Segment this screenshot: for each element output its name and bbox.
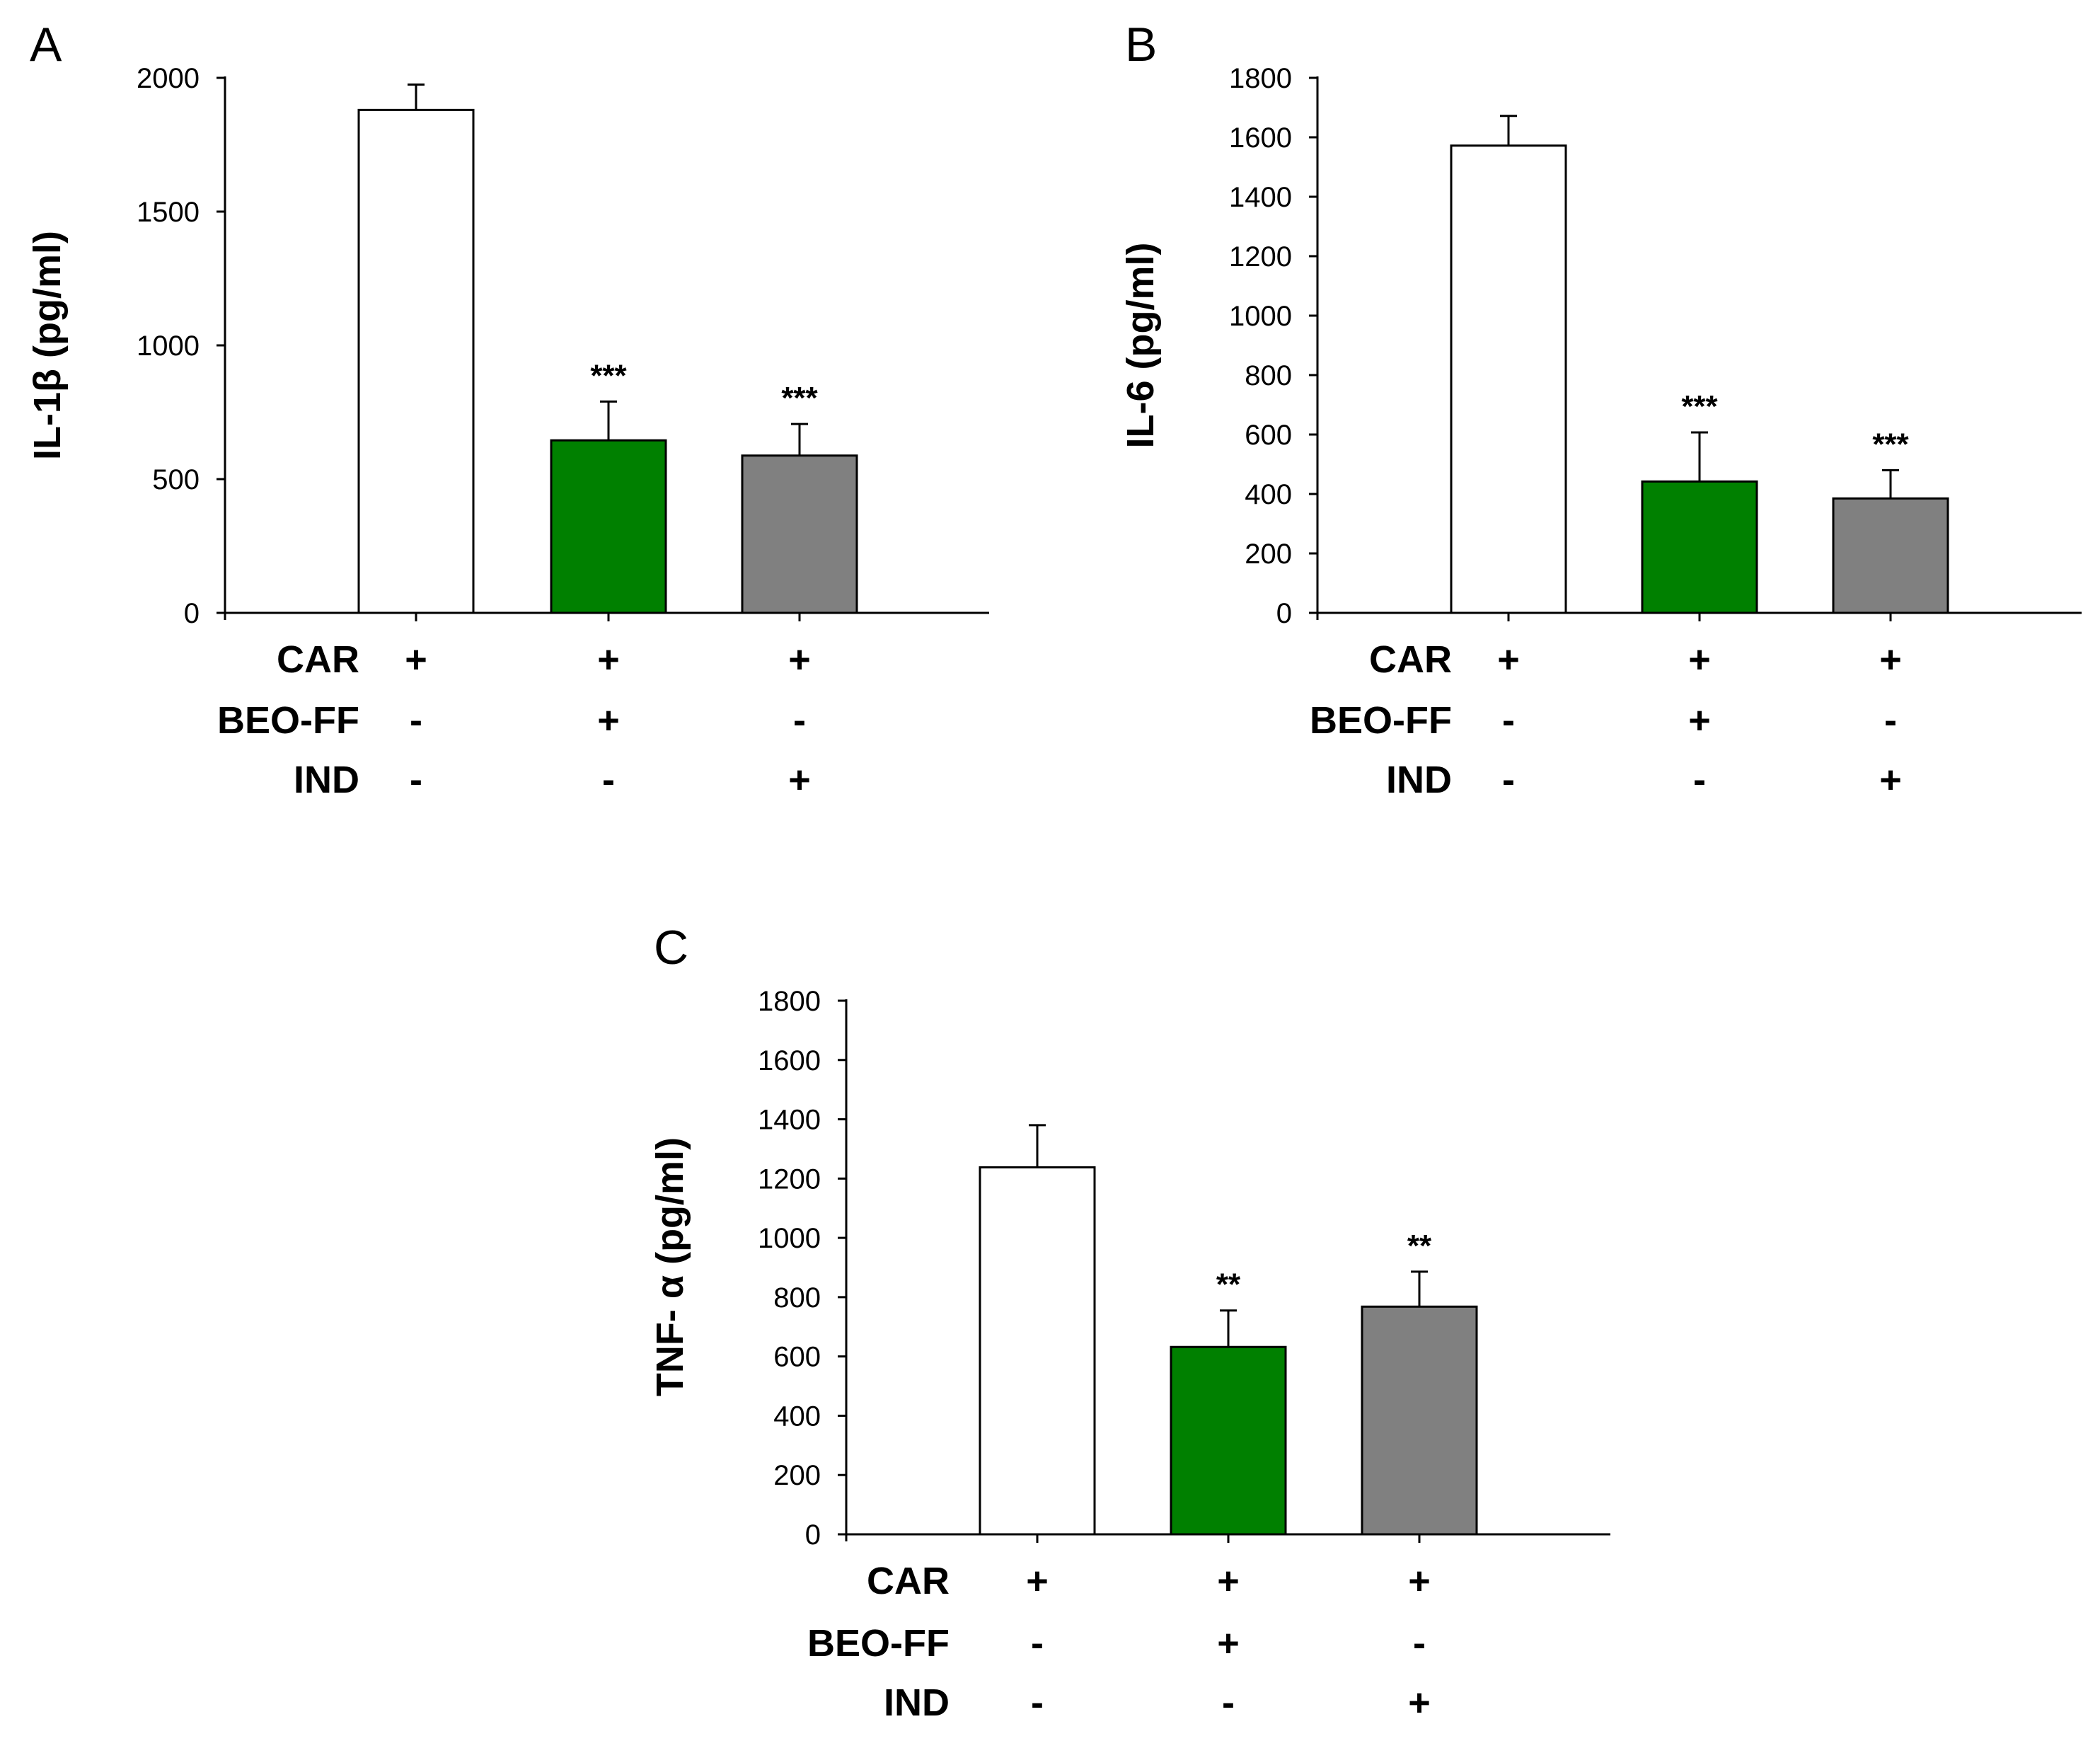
y-tick-label: 600	[773, 1342, 821, 1373]
treatment-sign: -	[793, 699, 806, 742]
significance-mark: ***	[590, 358, 627, 393]
y-tick-label: 1600	[758, 1045, 821, 1076]
y-tick-label: 1400	[758, 1105, 821, 1136]
treatment-sign: +	[1408, 1560, 1431, 1602]
bar	[550, 439, 667, 614]
chart-panel-b: B IL-6 (pg/ml) 0 200 400 600 800 1000 1200 1400 16…	[1119, 18, 2082, 801]
y-tick-label: 0	[805, 1519, 821, 1551]
treatment-sign: -	[602, 759, 615, 801]
panel-letter: C	[654, 921, 688, 975]
treatment-sign: +	[1408, 1682, 1431, 1724]
y-tick-label: 1000	[1229, 301, 1292, 332]
treatment-name: BEO-FF	[217, 699, 359, 742]
y-axis-label: TNF- α (pg/ml)	[649, 1137, 691, 1396]
treatment-sign: +	[405, 638, 427, 681]
treatment-sign: -	[1502, 699, 1515, 742]
treatment-sign: -	[1031, 1682, 1044, 1724]
treatment-sign: +	[1497, 638, 1520, 681]
treatment-sign: +	[597, 699, 620, 742]
bar	[1641, 480, 1758, 614]
treatment-sign: +	[597, 638, 620, 681]
y-tick-label: 1500	[137, 197, 200, 228]
y-tick-label: 1800	[1229, 63, 1292, 94]
treatment-sign: +	[1879, 759, 1902, 801]
panel-letter: A	[30, 18, 62, 71]
treatment-name: BEO-FF	[1310, 699, 1452, 742]
treatment-sign: -	[1502, 759, 1515, 801]
bar	[1170, 1345, 1287, 1536]
treatment-sign: +	[1217, 1560, 1240, 1602]
treatment-sign: +	[1688, 699, 1711, 742]
y-axis-label: IL-1β (pg/ml)	[26, 231, 69, 460]
y-tick-label: 500	[152, 464, 200, 495]
treatment-name: BEO-FF	[807, 1622, 950, 1665]
treatment-sign: +	[1688, 638, 1711, 681]
treatment-sign: +	[1217, 1622, 1240, 1665]
treatment-name: IND	[294, 759, 359, 801]
treatment-sign: -	[410, 759, 422, 801]
y-tick-label: 800	[773, 1282, 821, 1314]
chart-panel-c: C TNF- α (pg/ml) 0 200 400 600 800 1000 1200 1400…	[649, 921, 1610, 1724]
y-tick-label: 0	[184, 598, 200, 629]
y-tick-label: 1000	[758, 1223, 821, 1254]
bar	[1450, 144, 1567, 614]
y-tick-label: 1800	[758, 986, 821, 1017]
treatment-sign: -	[1222, 1682, 1235, 1724]
treatment-name: IND	[1386, 759, 1452, 801]
significance-mark: ***	[1681, 389, 1718, 424]
bar	[1832, 497, 1949, 614]
treatment-sign: +	[1879, 638, 1902, 681]
treatment-name: CAR	[277, 638, 359, 681]
significance-mark: ***	[1872, 427, 1909, 461]
chart-panel-a: A IL-1β (pg/ml) 0 500 1000 1500 2000 *** *** CAR +…	[26, 18, 989, 801]
y-tick-label: 2000	[137, 63, 200, 94]
treatment-sign: +	[788, 759, 811, 801]
y-axis-label: IL-6 (pg/ml)	[1119, 243, 1162, 449]
y-tick-label: 400	[773, 1401, 821, 1432]
treatment-sign: -	[410, 699, 422, 742]
y-tick-label: 1400	[1229, 182, 1292, 213]
significance-mark: ***	[781, 381, 818, 415]
treatment-sign: +	[788, 638, 811, 681]
treatment-name: CAR	[1369, 638, 1452, 681]
treatment-sign: -	[1413, 1622, 1426, 1665]
y-tick-label: 400	[1245, 479, 1292, 510]
y-tick-label: 1200	[1229, 241, 1292, 272]
significance-mark: **	[1216, 1268, 1241, 1302]
panel-letter: B	[1125, 18, 1157, 71]
y-tick-label: 200	[773, 1460, 821, 1491]
significance-mark: **	[1407, 1229, 1432, 1263]
y-tick-label: 600	[1245, 420, 1292, 451]
treatment-name: IND	[884, 1682, 950, 1724]
y-tick-label: 0	[1276, 598, 1292, 629]
treatment-sign: -	[1884, 699, 1897, 742]
treatment-name: CAR	[867, 1560, 950, 1602]
y-tick-label: 1600	[1229, 122, 1292, 154]
y-tick-label: 1000	[137, 331, 200, 362]
treatment-sign: +	[1026, 1560, 1049, 1602]
y-tick-label: 800	[1245, 360, 1292, 391]
treatment-sign: -	[1693, 759, 1706, 801]
y-tick-label: 200	[1245, 539, 1292, 570]
bar	[357, 108, 475, 614]
treatment-sign: -	[1031, 1622, 1044, 1665]
bar	[979, 1166, 1096, 1536]
y-tick-label: 1200	[758, 1163, 821, 1195]
bar	[741, 454, 858, 614]
bar	[1361, 1305, 1478, 1536]
